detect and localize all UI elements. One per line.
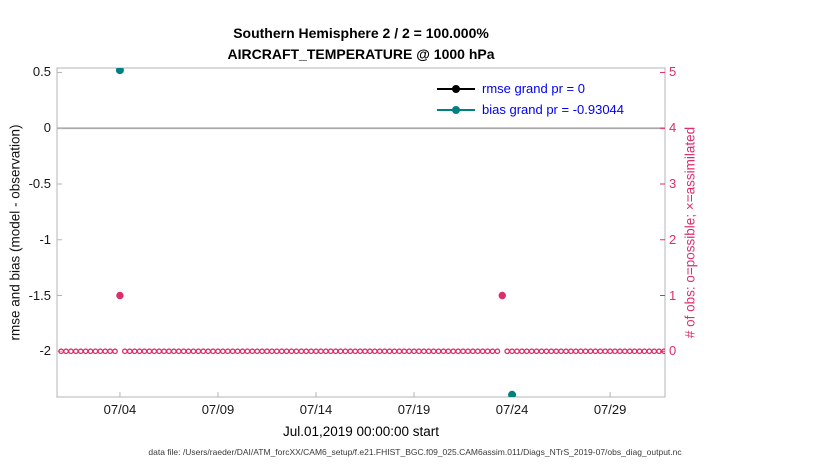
y-tick-label-right: 5 [669,64,677,80]
legend-label-bias: bias grand pr = -0.93044 [482,102,625,117]
y-tick-label-left: -1.5 [28,287,51,303]
y-tick-label-left: -0.5 [28,175,51,191]
rmse-line-icon [437,84,475,93]
bias-dot-icon [452,105,460,114]
bias-line-icon [437,105,475,114]
bias-series [115,68,517,397]
plot-box [56,67,666,398]
tick-marks [57,71,665,397]
x-tick-label: 07/09 [201,402,235,417]
legend-item-bias: bias grand pr = -0.93044 [437,99,624,120]
legend-item-rmse: rmse grand pr = 0 [437,78,624,99]
x-tick-label: 07/29 [593,402,627,417]
x-tick-label: 07/04 [103,402,137,417]
rmse-dot-icon [452,84,460,93]
y-tick-label-right: 2 [669,231,677,247]
legend: rmse grand pr = 0 bias grand pr = -0.930… [437,78,624,120]
y-tick-label-left: -1 [39,231,51,247]
chart-title: Southern Hemisphere 2 / 2 = 100.000% [233,25,489,41]
y-tick-label-right: 4 [669,120,677,136]
y-tick-label-right: 0 [669,343,677,359]
x-tick-label: 07/19 [397,402,431,417]
data-file-caption: data file: /Users/raeder/DAI/ATM_forcXX/… [148,447,682,457]
legend-label-rmse: rmse grand pr = 0 [482,81,585,96]
x-axis-label: Jul.01,2019 00:00:00 start [282,424,440,439]
x-tick-label: 07/24 [495,402,529,417]
obs-possible-series [58,291,665,355]
chart-subtitle: AIRCRAFT_TEMPERATURE @ 1000 hPa [227,46,495,62]
y-tick-label-left: 0.5 [32,64,51,80]
y-tick-label-left: 0 [43,120,51,136]
y-tick-label-right: 3 [669,175,677,191]
y-tick-label-left: -2 [39,343,51,359]
y-tick-label-right: 1 [669,287,677,303]
x-tick-label: 07/14 [299,402,333,417]
